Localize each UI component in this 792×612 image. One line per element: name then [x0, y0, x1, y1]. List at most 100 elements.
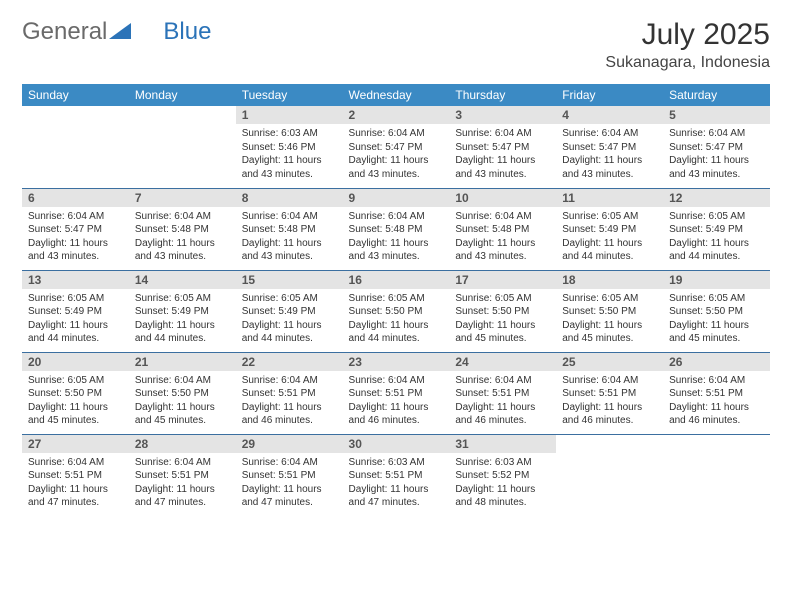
day-number: 2	[343, 106, 450, 124]
daylight-text-2: and 46 minutes.	[242, 415, 313, 426]
calendar-day-cell: 22Sunrise: 6:04 AMSunset: 5:51 PMDayligh…	[236, 352, 343, 434]
calendar-day-cell: 6 Sunrise: 6:04 AM Sunset: 5:47 PM Daylight…	[22, 188, 129, 270]
calendar-day-cell: 3Sunrise: 6:04 AMSunset: 5:47 PMDaylight…	[449, 106, 556, 188]
sunrise-text: Sunrise: 6:03 AM	[349, 457, 425, 468]
sunrise-text: Sunrise: 6:04 AM	[242, 457, 318, 468]
sunset-text: Sunset: 5:51 PM	[135, 470, 209, 481]
daylight-text: Daylight: 11 hours	[242, 320, 322, 331]
daylight-text: Daylight: 11 hours	[28, 484, 108, 495]
sunset-text: Sunset: 5:46 PM	[242, 142, 316, 153]
sunset-text: Sunset: 5:52 PM	[455, 470, 529, 481]
daylight-text: Daylight: 11 hours	[349, 238, 429, 249]
day-details: Sunrise: 6:04 AMSunset: 5:50 PMDaylight:…	[129, 371, 236, 430]
sunset-text: Sunset: 5:51 PM	[455, 388, 529, 399]
sunrise-text: Sunrise: 6:04 AM	[28, 211, 104, 222]
day-number: 13	[22, 271, 129, 289]
daylight-text: Daylight: 11 hours	[349, 484, 429, 495]
daylight-text: Daylight: 11 hours	[242, 484, 322, 495]
daylight-text-2: and 45 minutes.	[135, 415, 206, 426]
sunrise-text: Sunrise: 6:04 AM	[135, 211, 211, 222]
calendar-week-row: 13Sunrise: 6:05 AMSunset: 5:49 PMDayligh…	[22, 270, 770, 352]
daylight-text: Daylight: 11 hours	[349, 320, 429, 331]
daylight-text: Daylight: 11 hours	[455, 402, 535, 413]
calendar-day-cell: ..	[556, 434, 663, 516]
daylight-text-2: and 43 minutes.	[242, 169, 313, 180]
calendar-day-cell: 21Sunrise: 6:04 AMSunset: 5:50 PMDayligh…	[129, 352, 236, 434]
daylight-text-2: and 46 minutes.	[349, 415, 420, 426]
sunset-text: Sunset: 5:50 PM	[562, 306, 636, 317]
calendar-day-cell: 9Sunrise: 6:04 AMSunset: 5:48 PMDaylight…	[343, 188, 450, 270]
calendar-day-cell: 13Sunrise: 6:05 AMSunset: 5:49 PMDayligh…	[22, 270, 129, 352]
sunrise-text: Sunrise: 6:04 AM	[562, 128, 638, 139]
daylight-text: Daylight: 11 hours	[135, 402, 215, 413]
daylight-text-2: and 44 minutes.	[135, 333, 206, 344]
day-number: 20	[22, 353, 129, 371]
day-number: 10	[449, 189, 556, 207]
sunset-text: Sunset: 5:48 PM	[349, 224, 423, 235]
daylight-text-2: and 43 minutes.	[455, 251, 526, 262]
daylight-text-2: and 43 minutes.	[135, 251, 206, 262]
day-details: Sunrise: 6:04 AMSunset: 5:51 PMDaylight:…	[129, 453, 236, 512]
sunset-text: Sunset: 5:49 PM	[28, 306, 102, 317]
sunrise-text: Sunrise: 6:05 AM	[349, 293, 425, 304]
sunset-text: Sunset: 5:47 PM	[562, 142, 636, 153]
day-details: Sunrise: 6:04 AMSunset: 5:51 PMDaylight:…	[663, 371, 770, 430]
daylight-text-2: and 45 minutes.	[28, 415, 99, 426]
daylight-text-2: and 46 minutes.	[669, 415, 740, 426]
day-number: 3	[449, 106, 556, 124]
daylight-text-2: and 43 minutes.	[562, 169, 633, 180]
calendar-day-cell: 17Sunrise: 6:05 AMSunset: 5:50 PMDayligh…	[449, 270, 556, 352]
day-details: Sunrise: 6:04 AMSunset: 5:47 PMDaylight:…	[449, 124, 556, 183]
daylight-text: Daylight: 11 hours	[28, 238, 108, 249]
day-details: Sunrise: 6:04 AMSunset: 5:47 PMDaylight:…	[343, 124, 450, 183]
sunrise-text: Sunrise: 6:05 AM	[28, 293, 104, 304]
day-number: 5	[663, 106, 770, 124]
day-number: 21	[129, 353, 236, 371]
sunset-text: Sunset: 5:47 PM	[349, 142, 423, 153]
day-number: 30	[343, 435, 450, 453]
sunset-text: Sunset: 5:48 PM	[242, 224, 316, 235]
daylight-text-2: and 43 minutes.	[455, 169, 526, 180]
day-number: 6	[22, 189, 129, 207]
day-details: Sunrise: 6:04 AM Sunset: 5:51 PM Daylight:…	[449, 371, 556, 430]
sunrise-text: Sunrise: 6:04 AM	[242, 375, 318, 386]
calendar-day-cell: 10Sunrise: 6:04 AMSunset: 5:48 PMDayligh…	[449, 188, 556, 270]
sunrise-text: Sunrise: 6:04 AM	[135, 457, 211, 468]
sunset-text: Sunset: 5:49 PM	[135, 306, 209, 317]
calendar-day-cell: 18Sunrise: 6:05 AMSunset: 5:50 PMDayligh…	[556, 270, 663, 352]
sunrise-text: Sunrise: 6:04 AM	[562, 375, 638, 386]
daylight-text: Daylight: 11 hours	[562, 155, 642, 166]
header: General Blue July 2025 Sukanagara, Indon…	[22, 18, 770, 72]
daylight-text: Daylight: 11 hours	[349, 402, 429, 413]
day-number: 26	[663, 353, 770, 371]
day-details: Sunrise: 6:04 AMSunset: 5:51 PMDaylight:…	[22, 453, 129, 512]
day-details: Sunrise: 6:04 AMSunset: 5:48 PMDaylight:…	[449, 207, 556, 266]
day-number: 15	[236, 271, 343, 289]
logo: General Blue	[22, 18, 211, 46]
day-details: Sunrise: 6:05 AMSunset: 5:49 PMDaylight:…	[236, 289, 343, 348]
day-number: 29	[236, 435, 343, 453]
calendar-week-row: 20Sunrise: 6:05 AMSunset: 5:50 PMDayligh…	[22, 352, 770, 434]
daylight-text-2: and 47 minutes.	[242, 497, 313, 508]
sunset-text: Sunset: 5:48 PM	[455, 224, 529, 235]
logo-triangle-icon	[109, 18, 131, 46]
day-details: Sunrise: 6:05 AMSunset: 5:50 PMDaylight:…	[22, 371, 129, 430]
daylight-text-2: and 48 minutes.	[455, 497, 526, 508]
weekday-header: Thursday	[449, 84, 556, 106]
sunset-text: Sunset: 5:50 PM	[28, 388, 102, 399]
day-number: 22	[236, 353, 343, 371]
day-number: 4	[556, 106, 663, 124]
day-details: Sunrise: 6:04 AM Sunset: 5:47 PM Daylight:…	[22, 207, 129, 266]
day-details: Sunrise: 6:05 AMSunset: 5:50 PMDaylight:…	[663, 289, 770, 348]
sunrise-text: Sunrise: 6:04 AM	[455, 128, 531, 139]
day-number: 17	[449, 271, 556, 289]
daylight-text: Daylight: 11 hours	[562, 238, 642, 249]
calendar-day-cell: 23Sunrise: 6:04 AMSunset: 5:51 PMDayligh…	[343, 352, 450, 434]
sunset-text: Sunset: 5:47 PM	[28, 224, 102, 235]
sunrise-text: Sunrise: 6:04 AM	[455, 211, 531, 222]
sunrise-text: Sunrise: 6:04 AM	[455, 375, 531, 386]
daylight-text-2: and 45 minutes.	[455, 333, 526, 344]
page-title: July 2025	[605, 18, 770, 52]
sunrise-text: Sunrise: 6:05 AM	[562, 293, 638, 304]
daylight-text-2: and 44 minutes.	[669, 251, 740, 262]
